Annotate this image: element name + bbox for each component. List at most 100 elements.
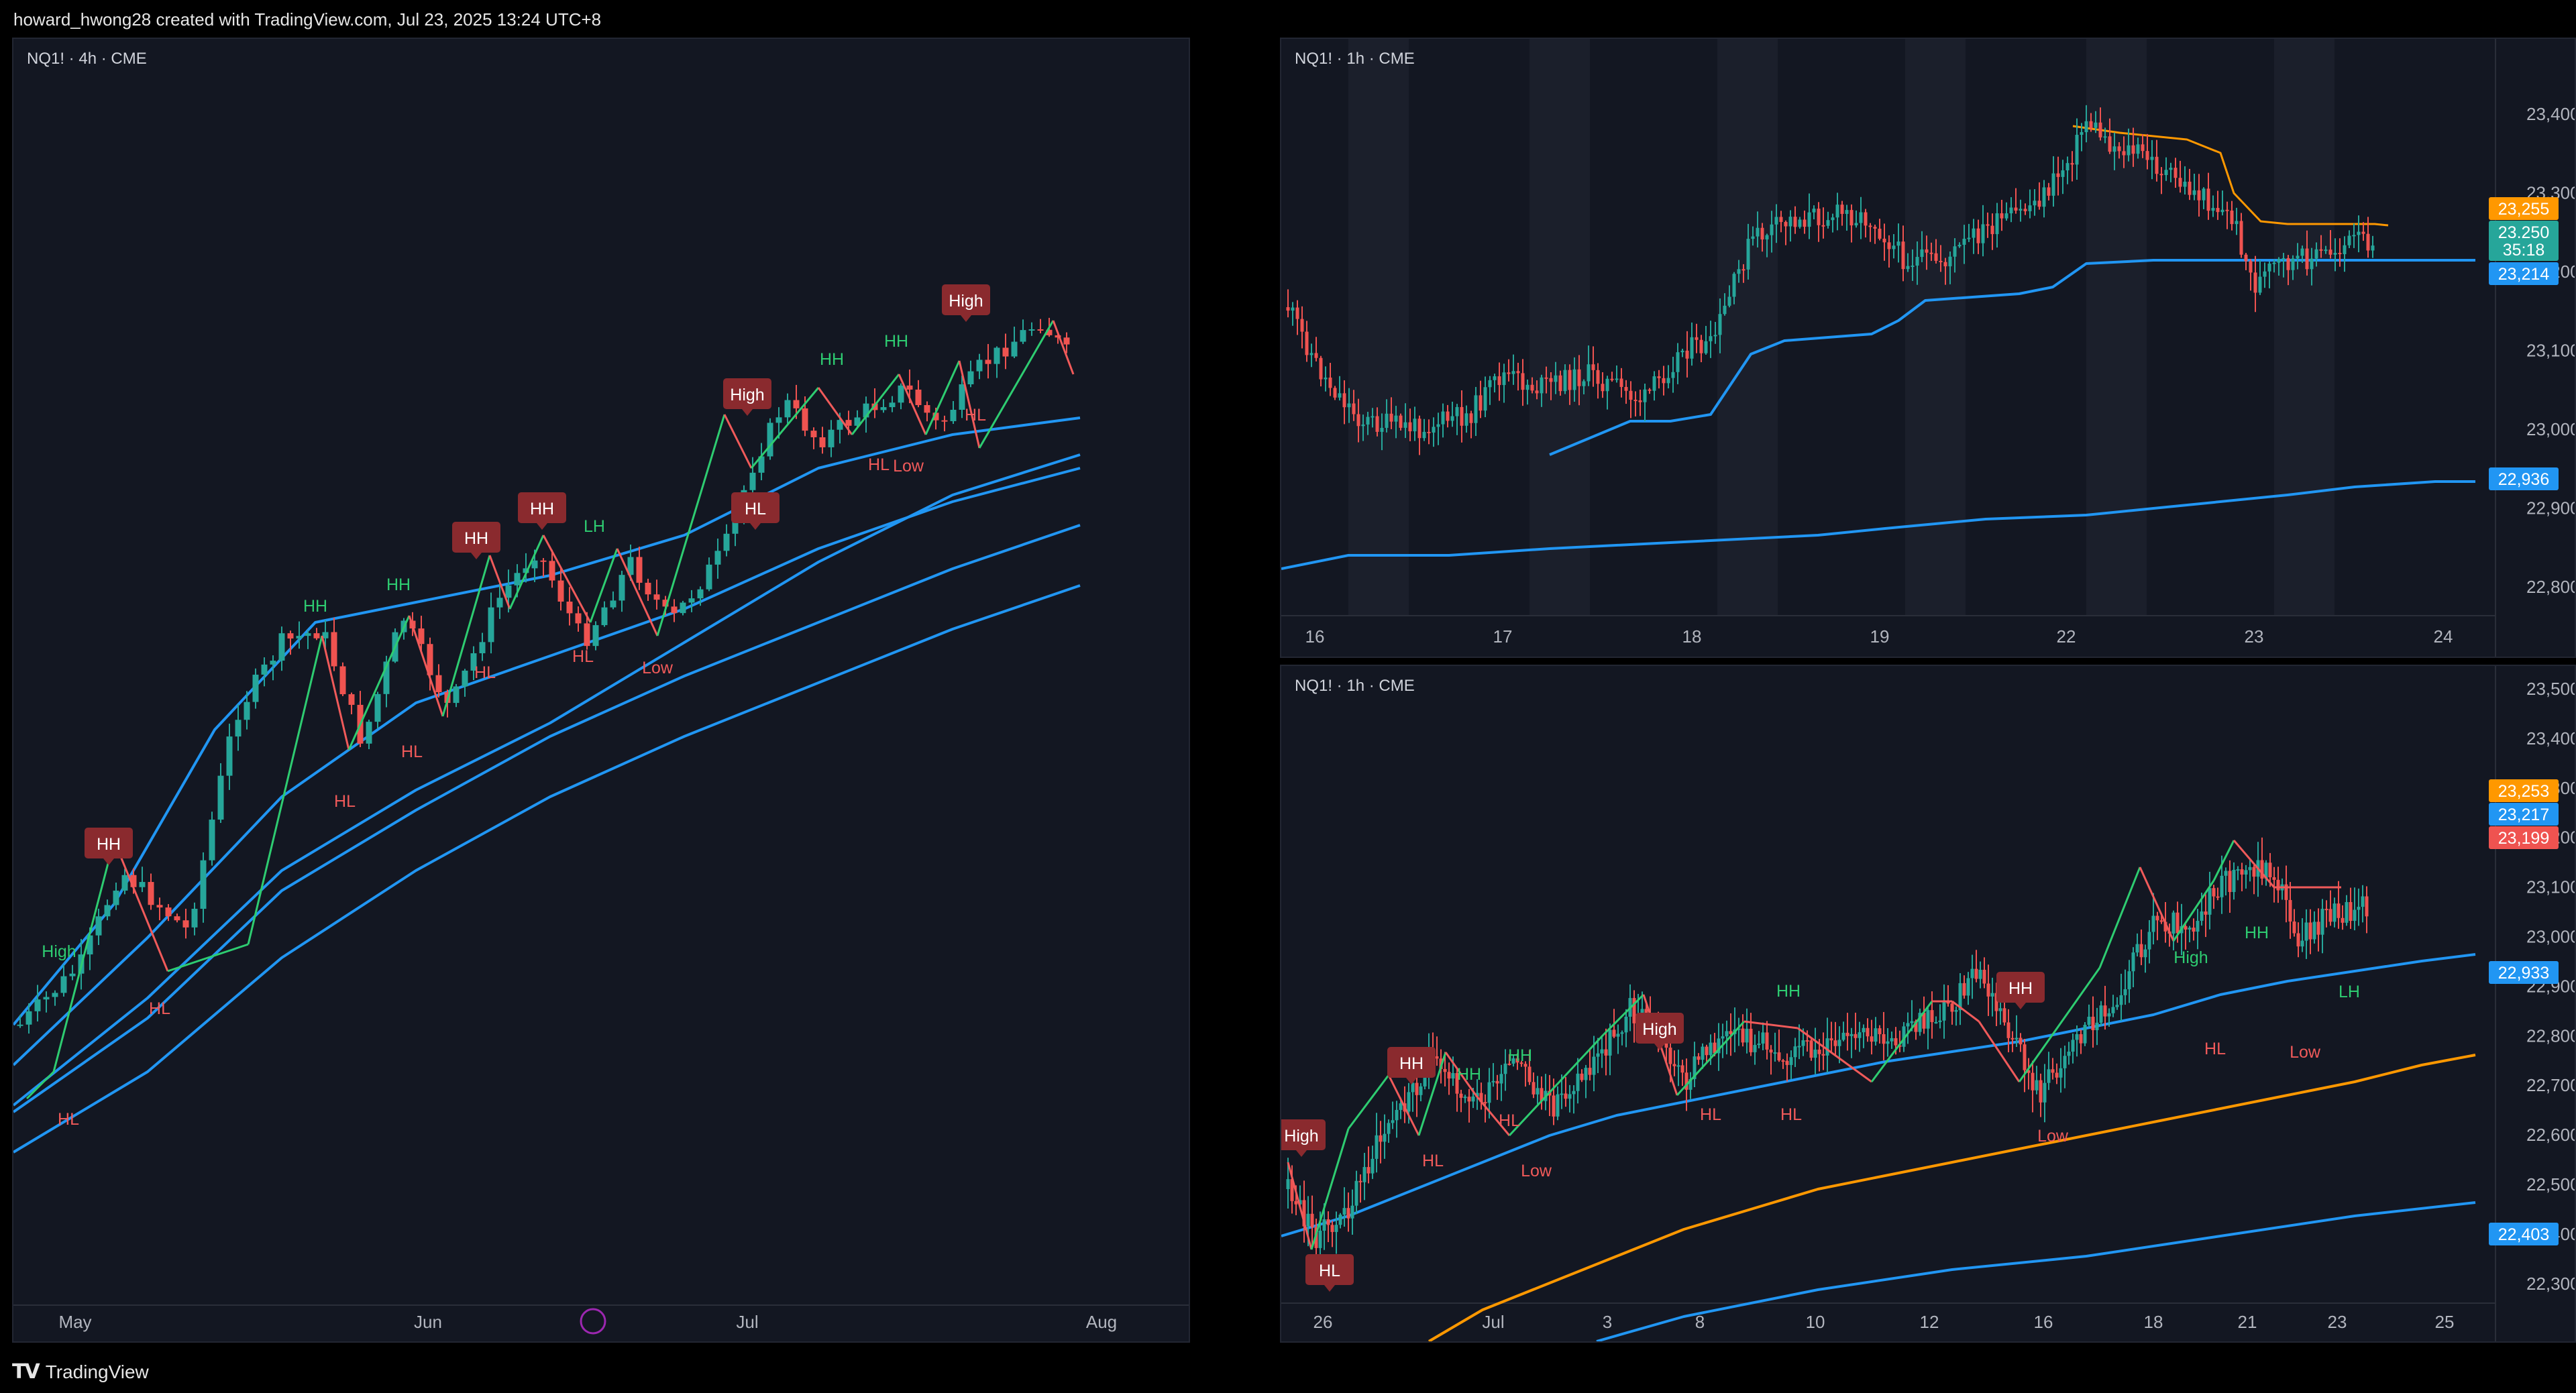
candle-body [2300,248,2304,256]
symbol-legend[interactable]: NQ1! · 4h · CME [27,50,147,68]
symbol-legend[interactable]: NQ1! · 1h · CME [1295,50,1415,68]
candle-body [2127,145,2131,156]
candle-body [1962,239,1966,245]
candle-body [2253,272,2257,293]
candle-body [680,602,686,614]
candle-body [1488,380,1492,388]
candle-body [1479,395,1483,411]
candle-body [1680,350,1684,353]
candle-body [1502,372,1506,386]
candle-body [113,890,119,905]
candle-body [906,385,913,390]
candle-body [1391,1120,1395,1123]
ema-low [1596,1201,2476,1341]
candle-body [1741,269,1746,271]
candle-body [2055,1072,2059,1078]
candle-body [2249,261,2253,273]
symbol-legend[interactable]: NQ1! · 1h · CME [1295,677,1415,695]
candle-body [1549,378,1553,382]
x-axis-label: Jul [736,1312,758,1332]
candle-body [1922,1013,1926,1029]
zigzag-swing [441,555,491,717]
x-axis-label: 26 [1313,1312,1333,1332]
candle-body [2200,911,2204,921]
candle-body [2316,922,2320,935]
candle-body [2089,121,2093,128]
pivot-label-pointer [1406,1078,1417,1084]
candle-body [1302,1200,1306,1227]
candle-body [2155,915,2159,921]
candle-body [2184,926,2188,930]
candle-body [2333,253,2337,255]
candle-body [1290,1179,1294,1201]
candle-body [427,644,433,675]
zigzag-swing [2233,840,2275,888]
candle-body [1874,1028,1878,1042]
candle-body [2079,1034,2083,1044]
candle-body [2035,1080,2039,1091]
tradingview-brand[interactable]: TV TradingView [12,1360,149,1384]
candle-body [1779,217,1783,222]
candle-body [1475,1093,1479,1097]
candle-body [2019,1038,2023,1045]
candle-body [200,860,207,909]
candle-body [1833,1040,1837,1046]
candle-body [1532,1082,1536,1095]
candle-body [2338,253,2342,255]
candle-body [339,666,346,695]
price-tag-text: 23,199 [2498,829,2549,848]
chart-pane-1h-bottom[interactable]: High HL HH HL HH HH HL Low High HL HH HL HH Low High HL… [1280,665,2576,1343]
candle-body [889,402,896,408]
candle-body [1411,1082,1415,1093]
candle-body [2211,208,2215,211]
y-axis-label: 23,100 [2526,341,2575,361]
candle-body [261,664,268,675]
zigzag-swing [408,615,444,717]
candle-body [1995,213,1999,235]
chart-pane-1h-top[interactable]: 23,40023,30023,20023,10023,00022,90022,8… [1280,38,2576,658]
candle-body [121,875,128,891]
candle-body [1399,1103,1403,1110]
candle-body [2155,156,2159,174]
chart-pane-4h[interactable]: HH High HL HL HH HL HH HL HH HL HH LH HL Low High HL HH H… [12,38,1190,1343]
candle-body [278,633,285,661]
candle-body [1552,1095,1556,1117]
candle-body [2070,163,2074,165]
pivot-label-text: High [730,386,764,404]
chart-plot-1h-top[interactable]: 23,40023,30023,20023,10023,00022,90022,8… [1281,39,2575,657]
candle-body [1788,217,1792,227]
candle-body [1925,249,1929,253]
candle-body [1721,1036,1725,1039]
candle-body [1469,413,1473,423]
candle-body [1873,227,1877,229]
candle-body [2224,871,2228,876]
candle-body [2136,144,2140,154]
candle-body [967,371,974,385]
price-tag [2489,826,2559,849]
candle-body [1862,1027,1866,1033]
candle-body [1417,419,1421,439]
candle-body [2300,940,2304,947]
y-axis-label: 22,700 [2526,1075,2575,1095]
candle-body [1896,241,1900,246]
price-tag [2489,779,2559,802]
candle-body [226,736,233,776]
chart-plot-4h[interactable]: HHHighHLHLHHHLHHHLHHHLHHLHHLLowHighHLHHH… [13,39,1189,1341]
chart-plot-1h-bottom[interactable]: High HL HH HL HH HH HL Low High HL HH HL HH Low High HL… [1281,666,2575,1341]
candle-body [1330,1225,1334,1232]
candle-body [1892,245,1896,249]
candle-body [2353,909,2357,922]
pivot-label-text: HH [1399,1054,1424,1073]
candle-body [1523,1064,1527,1067]
zigzag-swing [1474,1095,1511,1136]
candle-body [1592,1056,1596,1075]
zigzag-swing [2018,967,2101,1082]
candle-body [1946,1001,1950,1004]
candle-body [374,693,381,722]
candle-body [130,875,137,887]
candle-body [1761,1032,1765,1044]
candle-body [2188,928,2192,930]
candle-body [1314,1227,1318,1248]
candle-body [52,993,58,997]
candle-body [1495,1080,1499,1084]
